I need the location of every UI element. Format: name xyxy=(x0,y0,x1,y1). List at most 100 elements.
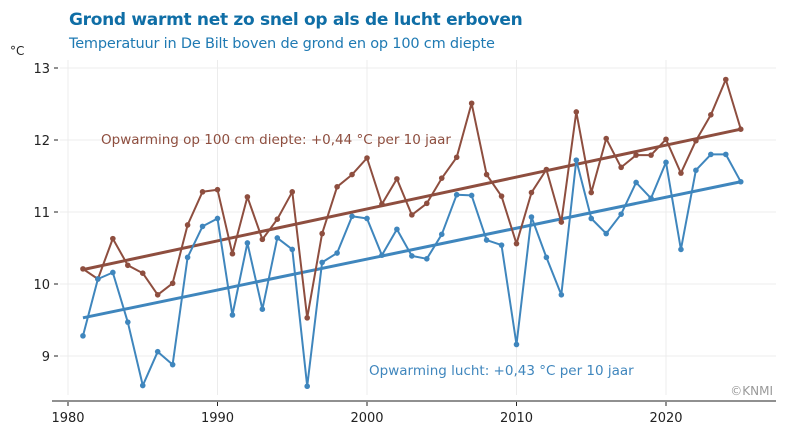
x-tick-label: 2000 xyxy=(350,411,383,426)
knmi-credit: ©KNMI xyxy=(730,384,773,398)
air-data-point xyxy=(424,255,430,262)
soil-data-point xyxy=(125,262,131,269)
soil-data-point xyxy=(259,236,266,243)
soil-data-point xyxy=(498,193,505,199)
soil-data-point xyxy=(110,235,116,242)
soil-data-point xyxy=(364,155,370,161)
soil-data-point xyxy=(289,189,296,195)
soil-data-point xyxy=(453,154,460,161)
soil-data-point xyxy=(319,230,325,237)
y-tick-label: 11 xyxy=(33,206,50,221)
soil-data-point xyxy=(513,240,520,247)
air-data-point xyxy=(737,178,744,185)
air-data-point xyxy=(678,246,684,253)
soil-data-point xyxy=(558,219,565,225)
soil-data-point xyxy=(349,171,355,178)
soil-data-point xyxy=(603,135,609,142)
soil-data-point xyxy=(214,186,221,193)
air-data-point xyxy=(603,230,609,237)
air-data-point xyxy=(723,151,729,158)
soil-data-point xyxy=(648,152,654,158)
soil-data-point xyxy=(334,184,340,190)
soil-data-point xyxy=(693,137,699,144)
soil-data-point xyxy=(184,222,191,228)
soil-data-point xyxy=(274,216,281,222)
x-tick-label: 1980 xyxy=(51,411,84,426)
air-data-point xyxy=(169,361,176,368)
soil-data-point xyxy=(409,212,415,218)
air-data-point xyxy=(708,151,714,158)
air-data-point xyxy=(229,312,236,318)
air-data-point xyxy=(573,157,580,163)
soil-data-point xyxy=(723,76,729,83)
x-tick-label: 1990 xyxy=(201,411,234,426)
air-data-point xyxy=(543,254,550,261)
air-data-point xyxy=(468,192,475,199)
y-tick-label: 13 xyxy=(33,62,50,77)
soil-data-point xyxy=(424,200,430,207)
air-trend-annotation: Opwarming lucht: +0,43 °C per 10 jaar xyxy=(369,363,634,379)
soil-data-point xyxy=(737,126,744,132)
series-lines xyxy=(80,76,744,390)
air-data-point xyxy=(289,246,296,253)
air-data-point xyxy=(633,179,639,186)
air-data-point xyxy=(349,213,355,220)
air-data-point xyxy=(139,382,146,389)
air-data-point xyxy=(214,215,221,222)
soil-data-point xyxy=(394,176,400,182)
air-data-point xyxy=(453,191,460,198)
air-data-point xyxy=(125,319,131,325)
air-data-point xyxy=(244,240,251,246)
air-data-point xyxy=(364,215,370,222)
air-data-point xyxy=(304,383,311,390)
soil-data-point xyxy=(139,270,146,277)
air-data-point xyxy=(199,223,206,230)
axes: 9 10 11 12 13 1980 1990 2000 2010 2020 xyxy=(33,62,776,426)
air-data-point xyxy=(588,215,595,222)
soil-data-point xyxy=(169,280,176,287)
air-data-point xyxy=(154,348,161,355)
y-tick-label: 12 xyxy=(33,134,50,149)
air-data-point xyxy=(379,252,385,258)
soil-data-point xyxy=(244,194,251,200)
air-data-point xyxy=(648,195,654,202)
soil-data-point xyxy=(663,136,669,143)
air-data-point xyxy=(513,341,520,348)
soil-data-point xyxy=(199,189,206,195)
soil-data-point xyxy=(633,152,639,158)
air-data-point xyxy=(558,292,565,298)
air-data-point xyxy=(618,211,624,217)
soil-data-point xyxy=(708,112,714,118)
air-data-point xyxy=(259,306,266,313)
air-data-point xyxy=(528,214,535,220)
soil-data-point xyxy=(438,175,445,181)
soil-data-point xyxy=(618,164,624,171)
air-trend-line xyxy=(82,180,742,320)
y-tick-label: 9 xyxy=(42,350,50,365)
trend-lines xyxy=(82,127,742,320)
air-data-point xyxy=(438,231,445,238)
soil-data-point xyxy=(154,292,161,298)
x-tick-label: 2010 xyxy=(500,411,533,426)
air-data-point xyxy=(80,333,86,339)
y-axis-unit: °C xyxy=(10,44,25,58)
soil-data-point xyxy=(483,171,490,178)
air-data-point xyxy=(184,254,191,261)
soil-data-point xyxy=(229,250,236,257)
soil-trend-annotation: Opwarming op 100 cm diepte: +0,44 °C per… xyxy=(101,132,451,148)
air-data-point xyxy=(409,253,415,259)
air-data-point xyxy=(498,242,505,248)
soil-data-point xyxy=(573,109,580,115)
soil-data-point xyxy=(379,201,385,207)
air-data-point xyxy=(95,276,101,282)
air-data-point xyxy=(334,250,340,256)
soil-data-point xyxy=(588,189,595,196)
soil-data-point xyxy=(678,170,684,176)
soil-data-point xyxy=(468,100,475,107)
chart-title: Grond warmt net zo snel op als de lucht … xyxy=(69,10,523,30)
y-tick-label: 10 xyxy=(33,278,50,293)
x-tick-label: 2020 xyxy=(649,411,682,426)
soil-data-point xyxy=(304,315,311,321)
grid xyxy=(60,60,776,395)
